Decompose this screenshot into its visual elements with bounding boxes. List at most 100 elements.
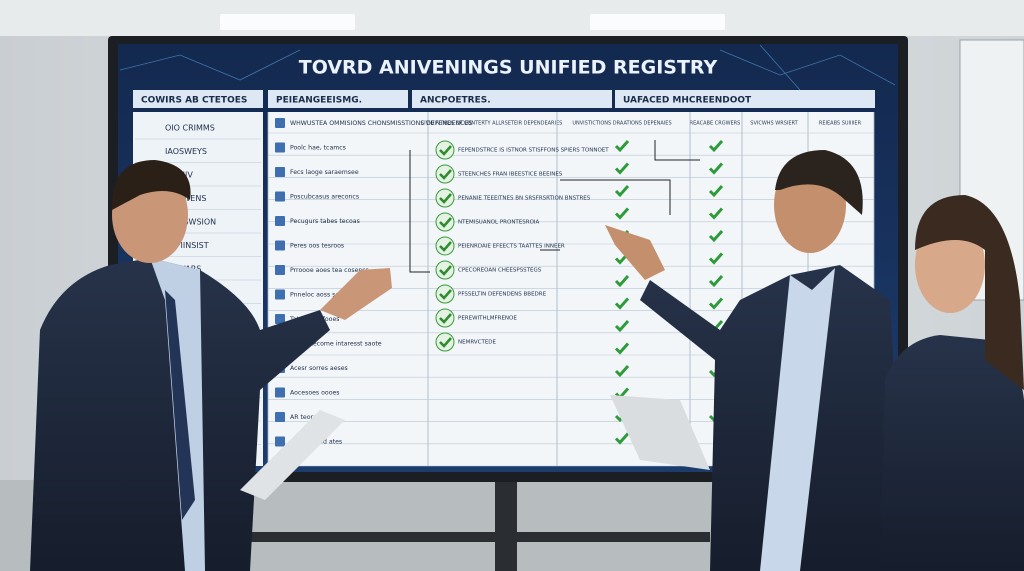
observer xyxy=(880,195,1024,571)
check-badge xyxy=(435,188,455,208)
status-check xyxy=(614,185,630,198)
status-check xyxy=(614,365,630,378)
status-check xyxy=(614,320,630,333)
paper xyxy=(610,395,710,470)
header-bar xyxy=(268,90,408,108)
check-badge xyxy=(435,284,455,304)
status-check xyxy=(708,297,724,310)
check-badge xyxy=(435,332,455,352)
item-text: Poscubcasus areconcs xyxy=(290,194,359,201)
item-text: AR teoracoes xyxy=(290,414,331,421)
check-badge xyxy=(435,308,455,328)
item-icon xyxy=(275,142,285,153)
item-text: Fecs laoge saraemsee xyxy=(290,169,359,176)
left-item: IAOSWEYS xyxy=(165,147,207,156)
item-icon xyxy=(275,191,285,202)
item-icon xyxy=(275,412,285,422)
status-check xyxy=(614,140,630,153)
check xyxy=(439,265,452,276)
status-check xyxy=(614,342,630,355)
item-text: Poolc hae, tcamcs xyxy=(290,145,346,152)
item-icon xyxy=(275,436,285,447)
tie xyxy=(165,290,195,520)
panel-header: PEIEANGEEISMG. xyxy=(276,96,362,106)
item-text: Petis atecome intaresst saote xyxy=(290,341,382,348)
dependency-text: PENANIE TEEEITNES BN SRSFRSRTION BNSTRES xyxy=(458,196,591,202)
panel-header: ANCPOETRES. xyxy=(420,96,491,106)
item-text: Prroooe aoes tea cosenss xyxy=(290,267,369,274)
status-check xyxy=(708,207,724,220)
item-icon xyxy=(275,314,285,324)
status-check xyxy=(708,275,724,288)
screen-stand xyxy=(495,470,517,571)
dependency-text: NTEMISUANOL PRONTESROIA xyxy=(458,220,540,226)
check xyxy=(439,289,452,300)
screen-title: TOVRD ANIVENINGS UNIFIED REGISTRY xyxy=(299,57,718,79)
check-badge xyxy=(435,212,455,232)
item-text: Pecugurs tabes tecoas xyxy=(290,218,360,225)
item-icon xyxy=(275,289,285,300)
status-check xyxy=(708,140,724,153)
left-item: SHOWENS xyxy=(165,194,206,203)
jacket xyxy=(880,335,1024,571)
check xyxy=(439,337,452,348)
status-check xyxy=(614,207,630,220)
status-check xyxy=(614,432,630,445)
item-text: Aocesoes oooes xyxy=(290,390,340,397)
status-check xyxy=(708,162,724,175)
item-icon xyxy=(275,118,285,128)
hair xyxy=(111,160,191,210)
status-check xyxy=(708,252,724,265)
paper xyxy=(240,410,345,500)
hand xyxy=(320,268,392,320)
network-decor xyxy=(119,44,896,91)
panel-header: COWIRS AB CTETOES xyxy=(141,96,247,106)
ceiling xyxy=(0,0,1024,36)
column-header: UNVISTICTIONS DRAATIONS DEPENAIES xyxy=(572,121,671,127)
check xyxy=(439,145,452,156)
check xyxy=(439,169,452,180)
ceiling-light xyxy=(590,14,725,30)
check-badge xyxy=(435,236,455,256)
suit xyxy=(640,265,905,571)
item-icon xyxy=(275,387,285,398)
left-item: ASWSWSION xyxy=(165,218,216,227)
left-item: OIO CRIMMS xyxy=(165,124,215,133)
status-check xyxy=(614,297,630,310)
item-icon xyxy=(275,265,285,275)
item-icon xyxy=(275,240,285,251)
check-badge xyxy=(435,260,455,280)
status-check xyxy=(708,185,724,198)
status-check xyxy=(614,162,630,175)
item-text: Peres oos tesroos xyxy=(290,243,344,250)
item-text: WHWUSTEA OMMISIONS CHONSMISSTIONS DEFEND… xyxy=(290,120,472,127)
stand-base xyxy=(230,532,710,542)
check-badge xyxy=(435,140,455,160)
column-header: REACABE CRGWERS xyxy=(690,121,741,127)
item-icon xyxy=(275,216,285,226)
column-header: REIEABS SUIIIIER xyxy=(819,121,862,127)
dependency-text: PEREWITHLMFRENOE xyxy=(458,316,517,322)
header-bar xyxy=(133,90,263,108)
dependency-text: PFSSELTIN DEFENDENS BBEDRE xyxy=(458,292,547,298)
dependency-text: PEIENRDAIE EFEECTS TAATTES INNEER xyxy=(458,244,565,250)
left-item: OFFIINSIST xyxy=(165,241,209,250)
ceiling-light xyxy=(220,14,355,30)
status-check xyxy=(614,275,630,288)
presenter-right xyxy=(605,150,905,571)
panel-header: UAFACED MHCREENDOOT xyxy=(623,96,752,106)
hand xyxy=(605,225,665,280)
dependency-text: NEMRVCTEDE xyxy=(458,340,497,346)
item-text: Acesr sorres aeses xyxy=(290,365,348,372)
dependency-text: STEENCHES FRAN IBEESTICE BEEINES xyxy=(458,172,563,178)
status-check xyxy=(708,230,724,243)
check xyxy=(439,193,452,204)
check xyxy=(439,313,452,324)
header-bar xyxy=(615,90,875,108)
item-icon xyxy=(275,167,285,177)
header-bar xyxy=(412,90,612,108)
dependency-text: CPECOREOAN CHEESPSSTEGS xyxy=(458,268,542,274)
shirt xyxy=(760,268,835,571)
dependency-text: FEPENDSTRCE IS ISTNOR STISFFONS SPIERS T… xyxy=(458,148,609,154)
